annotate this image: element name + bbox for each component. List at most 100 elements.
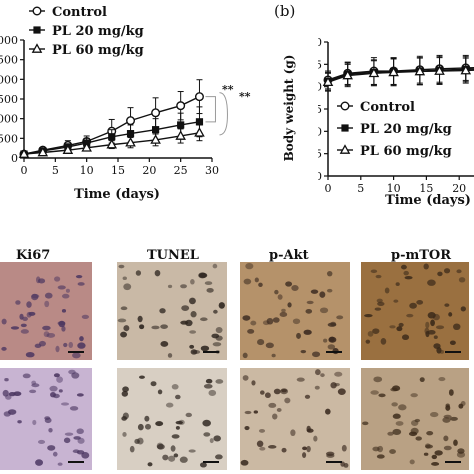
cell-nucleus	[22, 373, 31, 379]
cell-nucleus	[437, 271, 443, 277]
micrograph-background	[0, 262, 92, 360]
cell-nucleus	[243, 278, 252, 285]
cell-nucleus	[375, 274, 382, 279]
legend-marker	[339, 144, 351, 154]
a-data-point	[125, 136, 136, 147]
cell-nucleus	[180, 320, 189, 325]
cell-nucleus	[372, 328, 380, 335]
cell-nucleus	[54, 276, 61, 282]
cell-nucleus	[376, 298, 383, 303]
cell-nucleus	[213, 435, 221, 442]
cell-nucleus	[13, 391, 22, 397]
a-x-tick-label: 15	[111, 164, 125, 177]
cell-nucleus	[42, 325, 51, 331]
legend-label: Control	[52, 5, 107, 20]
a-y-tick-label: 000	[0, 113, 18, 126]
cell-nucleus	[190, 279, 195, 285]
a-x-tick-label: 5	[52, 164, 59, 177]
cell-nucleus	[306, 445, 311, 453]
cell-nucleus	[76, 428, 84, 435]
stain-labels: Ki67 TUNEL p-Akt p-mTOR	[16, 248, 451, 263]
cell-nucleus	[313, 435, 318, 442]
b-y-tick-label: 15	[308, 103, 322, 116]
cell-nucleus	[120, 306, 128, 311]
micrograph-pakt-row-2	[240, 368, 350, 470]
cell-nucleus	[202, 419, 211, 427]
cell-nucleus	[56, 376, 63, 383]
cell-nucleus	[260, 390, 265, 395]
a-x-tick-label: 0	[21, 164, 28, 177]
cell-nucleus	[264, 392, 271, 399]
cell-nucleus	[122, 276, 127, 281]
cell-nucleus	[401, 334, 410, 341]
cell-nucleus	[120, 331, 128, 338]
b-y-tick-label: 5	[315, 58, 322, 71]
a-data-point	[106, 138, 118, 149]
cell-nucleus	[262, 320, 270, 326]
cell-nucleus	[61, 293, 70, 299]
b-x-tick-label: 15	[419, 182, 433, 195]
cell-nucleus	[203, 383, 213, 389]
legend-marker	[31, 43, 43, 53]
cell-nucleus	[75, 275, 83, 279]
b-data-point	[368, 67, 380, 78]
a-data-point	[37, 146, 49, 157]
significance-label-1: **	[222, 83, 234, 96]
micrograph-tunel-row-1	[117, 262, 227, 360]
cell-nucleus	[212, 263, 218, 269]
cell-nucleus	[427, 329, 436, 335]
cell-nucleus	[274, 289, 279, 295]
cell-nucleus	[57, 462, 63, 466]
a-y-tick-label: 0	[11, 152, 18, 165]
cell-nucleus	[287, 302, 292, 308]
cell-nucleus	[276, 408, 282, 412]
cell-nucleus	[206, 287, 214, 293]
cell-nucleus	[200, 317, 208, 322]
cell-nucleus	[325, 408, 331, 415]
micrograph-ki67-row-1	[0, 262, 92, 360]
stain-label-tunel: TUNEL	[147, 248, 199, 263]
micrograph-pmtor-row-1	[361, 262, 469, 360]
cell-nucleus	[61, 309, 67, 313]
cell-nucleus	[245, 262, 254, 270]
cell-nucleus	[244, 410, 252, 415]
cell-nucleus	[409, 302, 417, 309]
cell-nucleus	[123, 325, 130, 332]
cell-nucleus	[391, 402, 398, 407]
cell-nucleus	[409, 459, 415, 465]
cell-nucleus	[456, 451, 466, 458]
cell-nucleus	[305, 308, 313, 314]
cell-nucleus	[334, 371, 343, 377]
cell-nucleus	[15, 300, 21, 305]
cell-nucleus	[337, 388, 346, 395]
cell-nucleus	[144, 415, 150, 422]
cell-nucleus	[215, 326, 223, 334]
cell-nucleus	[380, 338, 387, 345]
cell-nucleus	[442, 417, 451, 423]
cell-nucleus	[209, 438, 214, 444]
cell-nucleus	[69, 406, 79, 411]
panel-b-legend: Control PL 20 mg/kg PL 60 mg/kg	[337, 100, 452, 159]
cell-nucleus	[26, 301, 32, 308]
cell-nucleus	[271, 353, 276, 358]
cell-nucleus	[268, 402, 277, 408]
cell-nucleus	[431, 454, 438, 460]
cell-nucleus	[244, 425, 250, 431]
cell-nucleus	[73, 436, 81, 440]
cell-nucleus	[281, 308, 286, 313]
a-y-tick-label: 000	[0, 73, 18, 86]
cell-nucleus	[58, 389, 63, 393]
cell-nucleus	[215, 335, 223, 341]
panel-a-x-label: Time (days)	[74, 187, 160, 202]
cell-nucleus	[389, 449, 396, 454]
a-data-point	[194, 92, 204, 102]
cell-nucleus	[306, 425, 311, 433]
cell-nucleus	[118, 264, 125, 269]
cell-nucleus	[37, 278, 46, 284]
cell-nucleus	[22, 316, 28, 322]
cell-nucleus	[303, 329, 312, 335]
cell-nucleus	[365, 339, 371, 344]
a-data-point	[177, 121, 185, 129]
micrograph-ki67-row-2	[0, 368, 92, 470]
cell-nucleus	[393, 299, 399, 303]
